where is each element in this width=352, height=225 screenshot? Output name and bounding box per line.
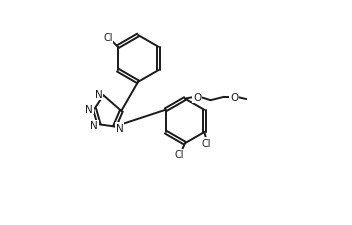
Text: N: N xyxy=(95,90,102,100)
Text: N: N xyxy=(90,121,98,131)
Text: O: O xyxy=(193,92,201,102)
Text: Cl: Cl xyxy=(175,150,184,160)
Text: N: N xyxy=(116,124,124,134)
Text: N: N xyxy=(85,104,93,114)
Text: Cl: Cl xyxy=(202,139,211,148)
Text: Cl: Cl xyxy=(103,33,113,43)
Text: O: O xyxy=(230,92,238,102)
